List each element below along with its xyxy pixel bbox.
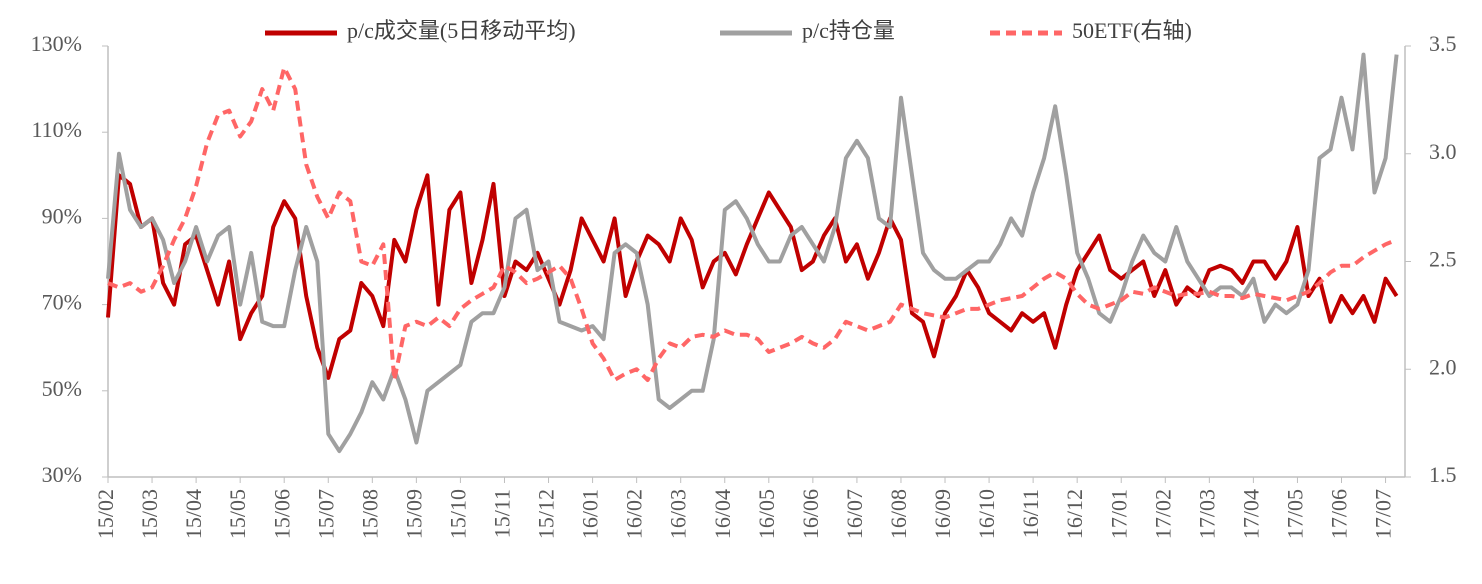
x-tick-label: 16/05 <box>754 489 779 539</box>
legend-label: p/c持仓量 <box>802 18 895 43</box>
x-tick-label: 17/06 <box>1327 489 1352 539</box>
x-tick-label: 16/01 <box>578 489 603 539</box>
x-tick-label: 16/03 <box>666 489 691 539</box>
y-tick-label: 130% <box>31 31 82 56</box>
x-tick-label: 16/02 <box>622 489 647 539</box>
y-tick-label: 70% <box>42 290 82 315</box>
x-tick-label: 16/06 <box>798 489 823 539</box>
y2-tick-label: 1.5 <box>1429 462 1457 487</box>
x-tick-label: 17/05 <box>1282 489 1307 539</box>
series-line <box>106 173 1399 380</box>
x-tick-label: 17/02 <box>1150 489 1175 539</box>
x-tick-label: 15/09 <box>401 489 426 539</box>
x-tick-label: 15/11 <box>490 489 515 538</box>
series-line <box>107 65 1398 382</box>
series-line <box>106 52 1399 454</box>
x-tick-label: 17/03 <box>1194 489 1219 539</box>
x-tick-label: 15/02 <box>93 489 118 539</box>
x-tick-label: 15/06 <box>269 489 294 539</box>
x-tick-label: 15/04 <box>181 489 206 539</box>
x-tick-label: 16/11 <box>1018 489 1043 538</box>
x-tick-label: 15/03 <box>137 489 162 539</box>
x-tick-label: 16/12 <box>1062 489 1087 539</box>
x-tick-label: 15/08 <box>357 489 382 539</box>
y2-tick-label: 2.5 <box>1429 247 1457 272</box>
x-tick-label: 15/10 <box>445 489 470 539</box>
y2-tick-label: 3.0 <box>1429 139 1457 164</box>
x-tick-label: 16/10 <box>974 489 999 539</box>
legend: p/c成交量(5日移动平均) p/c持仓量 50ETF(右轴) <box>265 18 1192 43</box>
x-tick-label: 16/07 <box>842 489 867 539</box>
y2-tick-label: 2.0 <box>1429 354 1457 379</box>
x-tick-label: 16/09 <box>930 489 955 539</box>
legend-label: 50ETF(右轴) <box>1072 18 1192 43</box>
x-tick-label: 17/04 <box>1238 489 1263 539</box>
y-tick-label: 50% <box>42 376 82 401</box>
x-tick-label: 17/07 <box>1371 489 1396 539</box>
x-tick-label: 15/07 <box>313 489 338 539</box>
x-tick-label: 15/12 <box>534 489 559 539</box>
x-tick-label: 16/08 <box>886 489 911 539</box>
y2-tick-label: 3.5 <box>1429 31 1457 56</box>
x-tick-label: 15/05 <box>225 489 250 539</box>
y-tick-label: 110% <box>31 117 82 142</box>
y-tick-label: 30% <box>42 462 82 487</box>
y-tick-label: 90% <box>42 203 82 228</box>
x-tick-label: 16/04 <box>710 489 735 539</box>
x-tick-label: 17/01 <box>1106 489 1131 539</box>
legend-label: p/c成交量(5日移动平均) <box>347 18 576 43</box>
